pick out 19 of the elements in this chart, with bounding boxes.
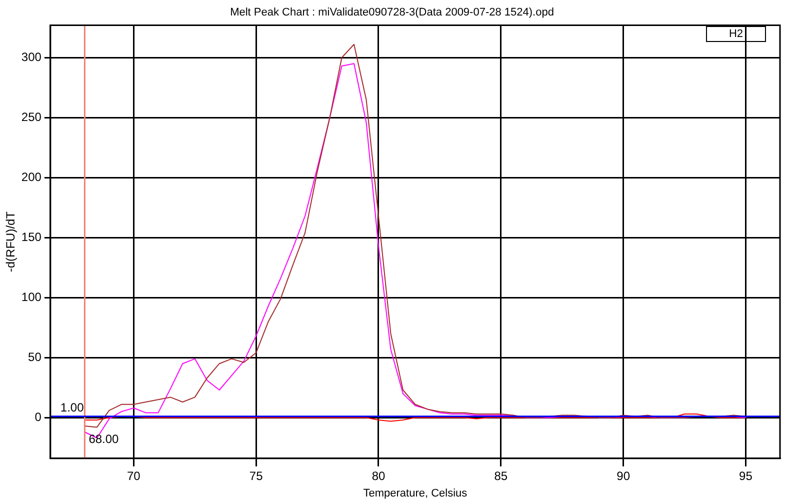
x-tick-label: 70 xyxy=(126,468,141,483)
chart-title: Melt Peak Chart : miValidate090728-3(Data 2009-07-28 1524).opd xyxy=(230,6,554,19)
x-tick-label: 75 xyxy=(249,468,264,483)
y-tick-label: 100 xyxy=(21,290,42,304)
y-tick-label: 200 xyxy=(21,170,42,184)
x-axis-title: Temperature, Celsius xyxy=(363,487,468,500)
y-tick-label: 250 xyxy=(21,110,42,124)
y-tick-label: 50 xyxy=(28,350,42,364)
y-tick-label: 300 xyxy=(21,50,42,64)
x-tick-label: 95 xyxy=(739,468,753,483)
legend-title: H2 xyxy=(706,26,766,42)
x-tick-label: 80 xyxy=(372,468,386,483)
x-tick-label: 85 xyxy=(494,468,508,483)
y-tick-label: 0 xyxy=(34,410,42,424)
ref-line-label: 1.00 xyxy=(60,400,84,415)
y-tick-label: 150 xyxy=(21,230,42,244)
x-tick-label: 90 xyxy=(616,468,630,483)
y-axis-title: -d(RFU)/dT xyxy=(4,210,18,272)
ref-line-label: 68.00 xyxy=(88,432,120,446)
